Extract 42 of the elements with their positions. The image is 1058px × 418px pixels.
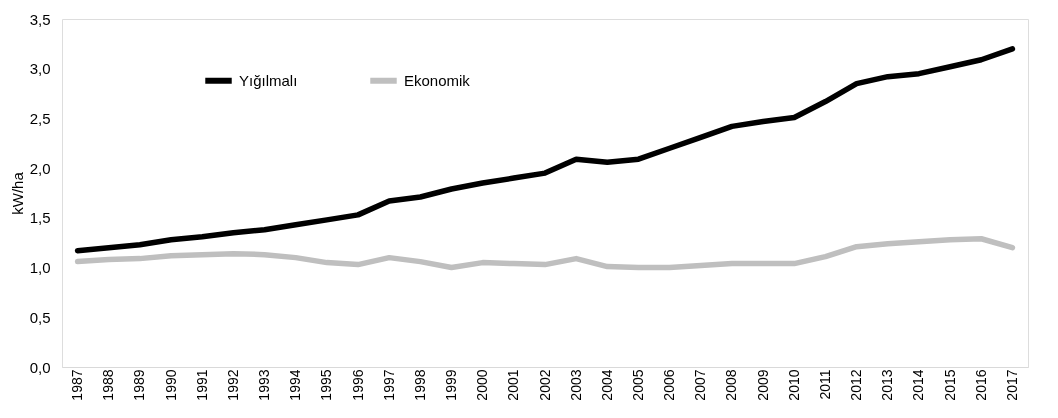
x-tick-label: 1997 xyxy=(380,369,397,401)
y-tick-label: 2,5 xyxy=(29,109,51,127)
x-tick-label: 1989 xyxy=(131,369,148,401)
y-axis-title: kW/ha xyxy=(8,171,26,215)
y-tick-label: 1,0 xyxy=(29,259,51,277)
legend-label: Ekonomik xyxy=(404,71,471,89)
x-tick-label: 2000 xyxy=(474,369,491,401)
x-tick-label: 2006 xyxy=(661,369,678,401)
y-tick-label: 1,5 xyxy=(29,209,51,227)
y-tick-label: 2,0 xyxy=(29,159,51,177)
x-tick-label: 2014 xyxy=(910,369,927,401)
x-tick-label: 1988 xyxy=(100,369,117,401)
x-tick-label: 1990 xyxy=(162,369,179,401)
x-tick-label: 2009 xyxy=(754,369,771,401)
x-tick-label: 1999 xyxy=(443,369,460,401)
x-tick-label: 2012 xyxy=(848,369,865,401)
x-tick-label: 2004 xyxy=(598,369,615,401)
x-tick-label: 1998 xyxy=(411,369,428,401)
legend-label: Yığılmalı xyxy=(239,71,298,89)
x-tick-label: 2001 xyxy=(505,369,522,401)
x-tick-label: 2002 xyxy=(536,369,553,401)
x-tick-label: 2007 xyxy=(692,369,709,401)
y-tick-label: 3,0 xyxy=(29,60,51,78)
x-tick-label: 2017 xyxy=(1003,369,1020,401)
x-tick-label: 1996 xyxy=(349,369,366,401)
x-tick-label: 1987 xyxy=(69,369,86,401)
x-tick-label: 1992 xyxy=(224,369,241,401)
x-tick-label: 2008 xyxy=(723,369,740,401)
y-tick-label: 0,0 xyxy=(29,358,51,376)
x-tick-label: 1993 xyxy=(256,369,273,401)
x-tick-label: 2016 xyxy=(972,369,989,401)
x-tick-label: 2003 xyxy=(567,369,584,401)
x-tick-label: 1995 xyxy=(318,369,335,401)
x-tick-label: 2011 xyxy=(816,369,833,400)
x-tick-label: 2005 xyxy=(629,369,646,401)
x-tick-label: 2013 xyxy=(879,369,896,401)
x-tick-label: 1991 xyxy=(193,369,210,401)
x-tick-label: 1994 xyxy=(287,369,304,401)
y-tick-label: 0,5 xyxy=(29,308,51,326)
x-tick-label: 2015 xyxy=(941,369,958,401)
y-tick-label: 3,5 xyxy=(29,10,51,28)
x-tick-label: 2010 xyxy=(785,369,802,401)
